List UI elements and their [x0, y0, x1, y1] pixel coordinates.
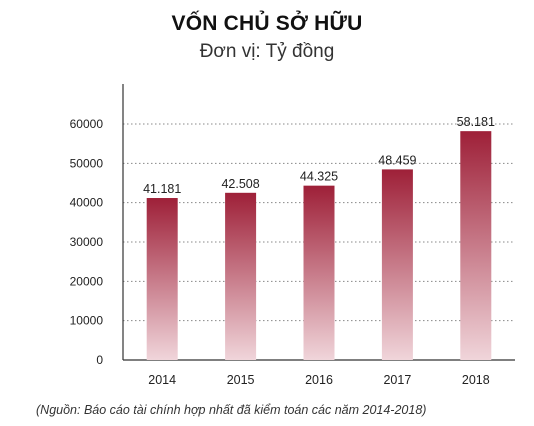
bar-2017 — [381, 169, 413, 360]
bar-value-label: 48.459 — [378, 153, 416, 167]
y-tick-label: 20000 — [70, 274, 104, 288]
y-tick-label: 40000 — [70, 196, 104, 210]
bar-2014 — [146, 198, 178, 360]
bar-2016 — [303, 185, 335, 360]
x-tick-label: 2017 — [383, 373, 411, 387]
y-tick-label: 0 — [96, 353, 103, 367]
y-tick-label: 50000 — [70, 156, 104, 170]
bar-2015 — [225, 192, 257, 360]
bar-value-label: 42.508 — [221, 177, 259, 191]
y-tick-label: 60000 — [70, 117, 104, 131]
chart-title: VỐN CHỦ SỞ HỮU — [171, 12, 363, 35]
source-note: (Nguồn: Báo cáo tài chính hợp nhất đã ki… — [36, 403, 427, 417]
bar-value-label: 58.181 — [457, 115, 495, 129]
y-tick-label: 10000 — [70, 314, 104, 328]
x-tick-label: 2018 — [462, 373, 490, 387]
x-tick-label: 2015 — [227, 373, 255, 387]
bar-value-label: 41.181 — [143, 182, 181, 196]
x-tick-label: 2014 — [148, 373, 176, 387]
bar-2018 — [460, 131, 492, 360]
bar-value-label: 44.325 — [300, 170, 338, 184]
x-tick-label: 2016 — [305, 373, 333, 387]
chart-subtitle: Đơn vị: Tỷ đồng — [199, 41, 335, 62]
y-tick-label: 30000 — [70, 235, 104, 249]
